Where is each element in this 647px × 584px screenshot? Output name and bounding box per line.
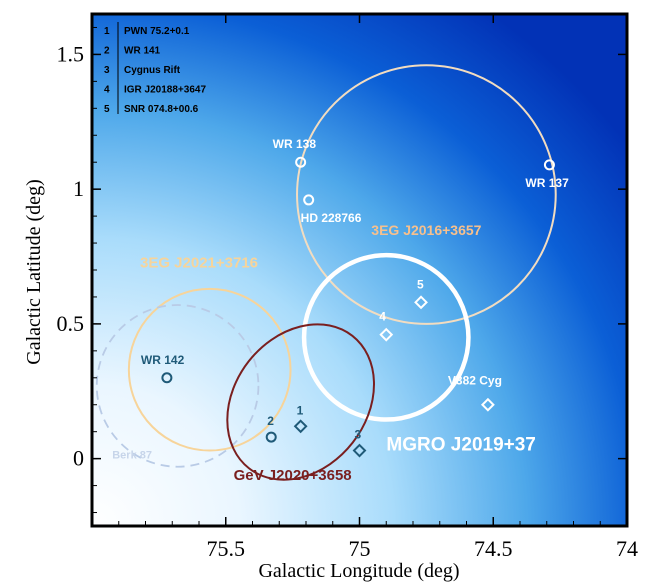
- point-marker-5: [293, 419, 308, 434]
- x-axis-label: Galactic Longitude (deg): [258, 560, 459, 582]
- legend: 1 PWN 75.2+0.1 2 WR 141 3 Cygnus Rift 4 IGR J20…: [104, 22, 206, 115]
- point-marker-2: [543, 159, 555, 171]
- x-tick-label-1: 75: [349, 536, 371, 561]
- point-label-2: WR 137: [525, 176, 569, 190]
- region-label-4: GeV J2020+3658: [234, 467, 352, 484]
- legend-num-1: 2: [104, 46, 110, 57]
- point-marker-0: [295, 156, 307, 168]
- y-axis-label: Galactic Latitude (deg): [23, 179, 45, 364]
- legend-entry-0: PWN 75.2+0.1: [124, 26, 190, 37]
- y-tick-label-0: 0: [73, 446, 84, 471]
- point-marker-6: [352, 443, 367, 458]
- point-label-3: WR 142: [141, 353, 185, 367]
- legend-num-2: 3: [104, 65, 110, 76]
- region-label-1: 3EG J2021+3716: [140, 254, 258, 271]
- point-marker-7: [379, 327, 394, 342]
- region-label-3: Berk 87: [112, 450, 152, 462]
- region-ellipse-0: [226, 323, 375, 481]
- point-marker-3: [161, 372, 173, 384]
- point-label-6: 3: [355, 428, 362, 442]
- legend-entry-1: WR 141: [124, 46, 161, 57]
- x-tick-label-0: 75.5: [207, 536, 246, 561]
- point-marker-4: [265, 431, 277, 443]
- x-tick-label-3: 74: [616, 536, 638, 561]
- plot-background: [92, 14, 627, 526]
- y-tick-label-3: 1.5: [57, 41, 85, 66]
- x-tick-label-2: 74.5: [474, 536, 513, 561]
- legend-num-4: 5: [104, 104, 110, 115]
- legend-entry-4: SNR 074.8+00.6: [124, 104, 199, 115]
- y-tick-label-2: 1: [73, 176, 84, 201]
- region-label-2: MGRO J2019+37: [386, 435, 535, 456]
- point-label-4: 2: [267, 414, 274, 428]
- point-marker-8: [414, 295, 428, 310]
- region-label-0: 3EG J2016+3657: [371, 222, 481, 238]
- region-circle-0: [296, 64, 557, 325]
- point-label-8: 5: [417, 277, 424, 291]
- point-marker-1: [303, 194, 315, 206]
- y-tick-label-1: 0.5: [57, 311, 85, 336]
- point-label-0: WR 138: [273, 137, 317, 151]
- legend-num-3: 4: [104, 85, 110, 96]
- point-label-1: HD 228766: [301, 211, 362, 225]
- point-label-7: 4: [379, 310, 386, 324]
- legend-entry-3: IGR J20188+3647: [124, 85, 206, 96]
- point-label-5: 1: [297, 403, 304, 417]
- point-label-9: V382 Cyg: [448, 374, 502, 388]
- region-circle-3: [95, 304, 260, 468]
- region-circle-1: [127, 287, 292, 452]
- region-circle-2: [301, 252, 471, 422]
- point-marker-9: [480, 397, 495, 412]
- legend-num-0: 1: [104, 26, 110, 37]
- legend-entry-2: Cygnus Rift: [124, 65, 181, 76]
